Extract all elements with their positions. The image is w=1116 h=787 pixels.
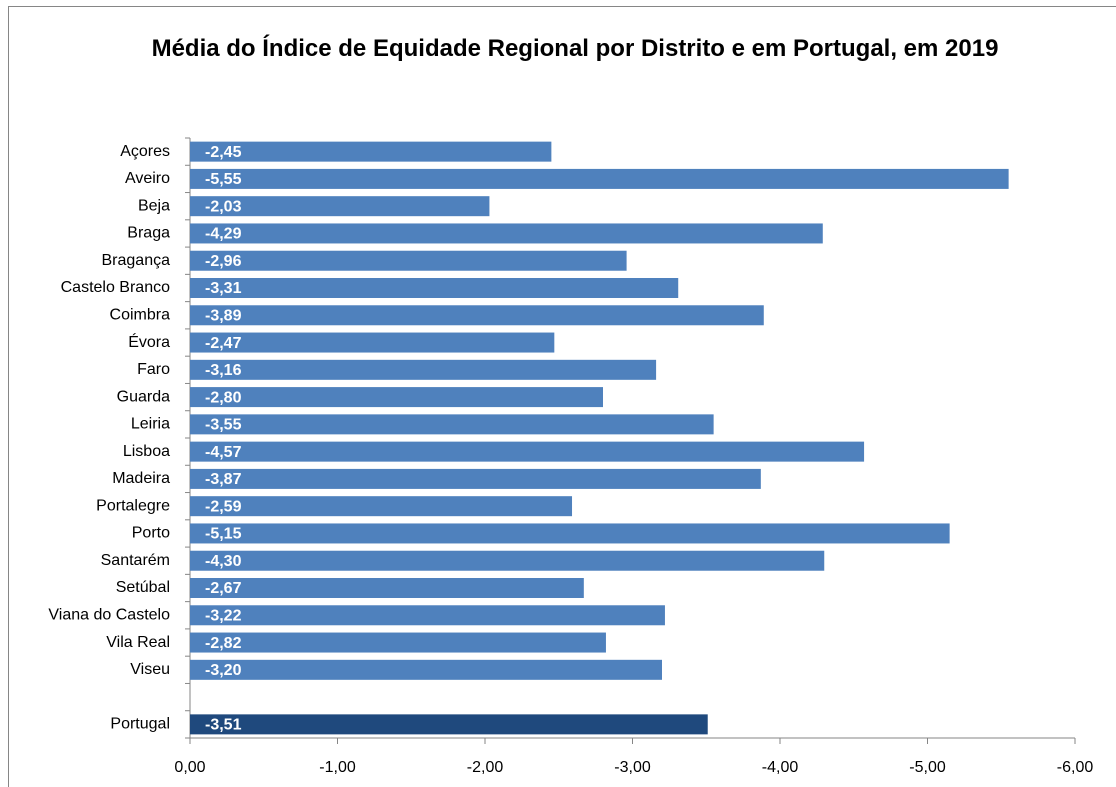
bar [190,196,490,217]
y-tick-label: Setúbal [116,579,170,596]
bar [190,141,552,162]
y-tick-label: Castelo Branco [61,279,170,296]
value-label: -3,20 [205,662,242,679]
bar [190,578,584,598]
value-label: -4,30 [205,553,242,570]
value-label: -3,31 [205,280,242,297]
value-label: -3,16 [205,362,242,379]
y-tick-label: Coimbra [110,306,171,323]
value-label: -3,51 [205,717,242,734]
bar [190,632,606,653]
y-tick-label: Santarém [101,552,170,569]
y-tick-label: Beja [138,197,170,214]
value-label: -2,03 [205,198,242,215]
bar [190,223,823,244]
bar [190,414,714,435]
value-label: -2,82 [205,635,242,652]
y-tick-label: Açores [120,143,170,160]
x-tick-label: -3,00 [614,759,651,776]
bar [190,168,1009,189]
bar [190,332,555,353]
y-tick-label: Viana do Castelo [48,606,170,623]
x-tick-label: 0,00 [174,759,205,776]
value-label: -2,80 [205,389,242,406]
bar [190,605,665,626]
y-tick-label: Aveiro [125,170,170,187]
bar [190,387,603,408]
value-label: -3,22 [205,607,242,624]
y-tick-label: Bragança [102,252,171,269]
y-tick-label: Faro [137,361,170,378]
y-tick-label: Portugal [110,716,170,733]
value-label: -4,57 [205,444,242,461]
bar [190,278,679,298]
value-label: -2,96 [205,253,242,270]
bar [190,550,825,571]
bar [190,496,573,517]
y-tick-label: Viseu [130,661,170,678]
bar [190,714,708,735]
value-label: -2,47 [205,335,242,352]
value-label: -5,55 [205,171,242,188]
x-tick-label: -5,00 [909,759,946,776]
value-label: -2,59 [205,498,242,515]
x-tick-label: -6,00 [1057,759,1094,776]
x-tick-label: -1,00 [319,759,356,776]
y-tick-label: Lisboa [123,443,170,460]
chart-frame [8,6,1116,787]
y-tick-label: Porto [132,525,170,542]
x-tick-label: -2,00 [467,759,504,776]
y-tick-label: Guarda [117,388,170,405]
value-label: -4,29 [205,226,242,243]
bar [190,659,662,680]
y-tick-label: Vila Real [106,634,170,651]
y-tick-label: Évora [128,332,170,351]
bar [190,359,657,380]
bar [190,523,950,544]
y-tick-label: Portalegre [96,497,170,514]
bar [190,441,865,462]
y-tick-label: Leiria [131,416,170,433]
value-label: -3,55 [205,417,242,434]
bar [190,305,764,326]
bar [190,468,761,489]
bar [190,250,627,271]
value-label: -5,15 [205,526,242,543]
value-label: -3,87 [205,471,242,488]
chart-title: Média do Índice de Equidade Regional por… [151,35,999,62]
x-tick-label: -4,00 [762,759,799,776]
value-label: -2,45 [205,144,242,161]
value-label: -2,67 [205,580,242,597]
y-tick-label: Braga [127,225,170,242]
y-tick-label: Madeira [112,470,170,487]
value-label: -3,89 [205,307,242,324]
